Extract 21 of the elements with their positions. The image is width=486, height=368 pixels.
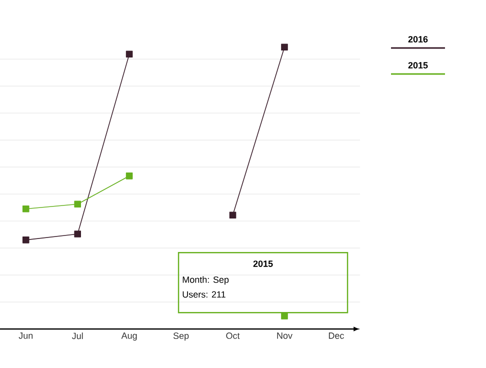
point (22, 206, 30, 212)
annotation: Users: 211 (182, 291, 226, 298)
annotation: Month: Sep (182, 276, 229, 285)
point (229, 212, 236, 219)
annotation: 2015 (253, 260, 273, 267)
text: 2016 (408, 36, 428, 42)
point (126, 172, 133, 180)
point (74, 200, 81, 208)
x-tick-label: Jun (18, 332, 33, 339)
x-tick-label: Oct (226, 332, 240, 339)
point (281, 312, 288, 320)
point (74, 230, 81, 238)
x-tick-label: Dec (328, 332, 344, 339)
x-tick-label: Aug (121, 332, 137, 341)
point (126, 50, 133, 58)
point (281, 44, 288, 50)
point (22, 236, 30, 244)
x-tick-label: Jul (72, 332, 83, 340)
x-tick-label: Nov (277, 332, 292, 339)
text: 2015 (408, 62, 428, 68)
x-tick-label: Sep (173, 332, 189, 341)
